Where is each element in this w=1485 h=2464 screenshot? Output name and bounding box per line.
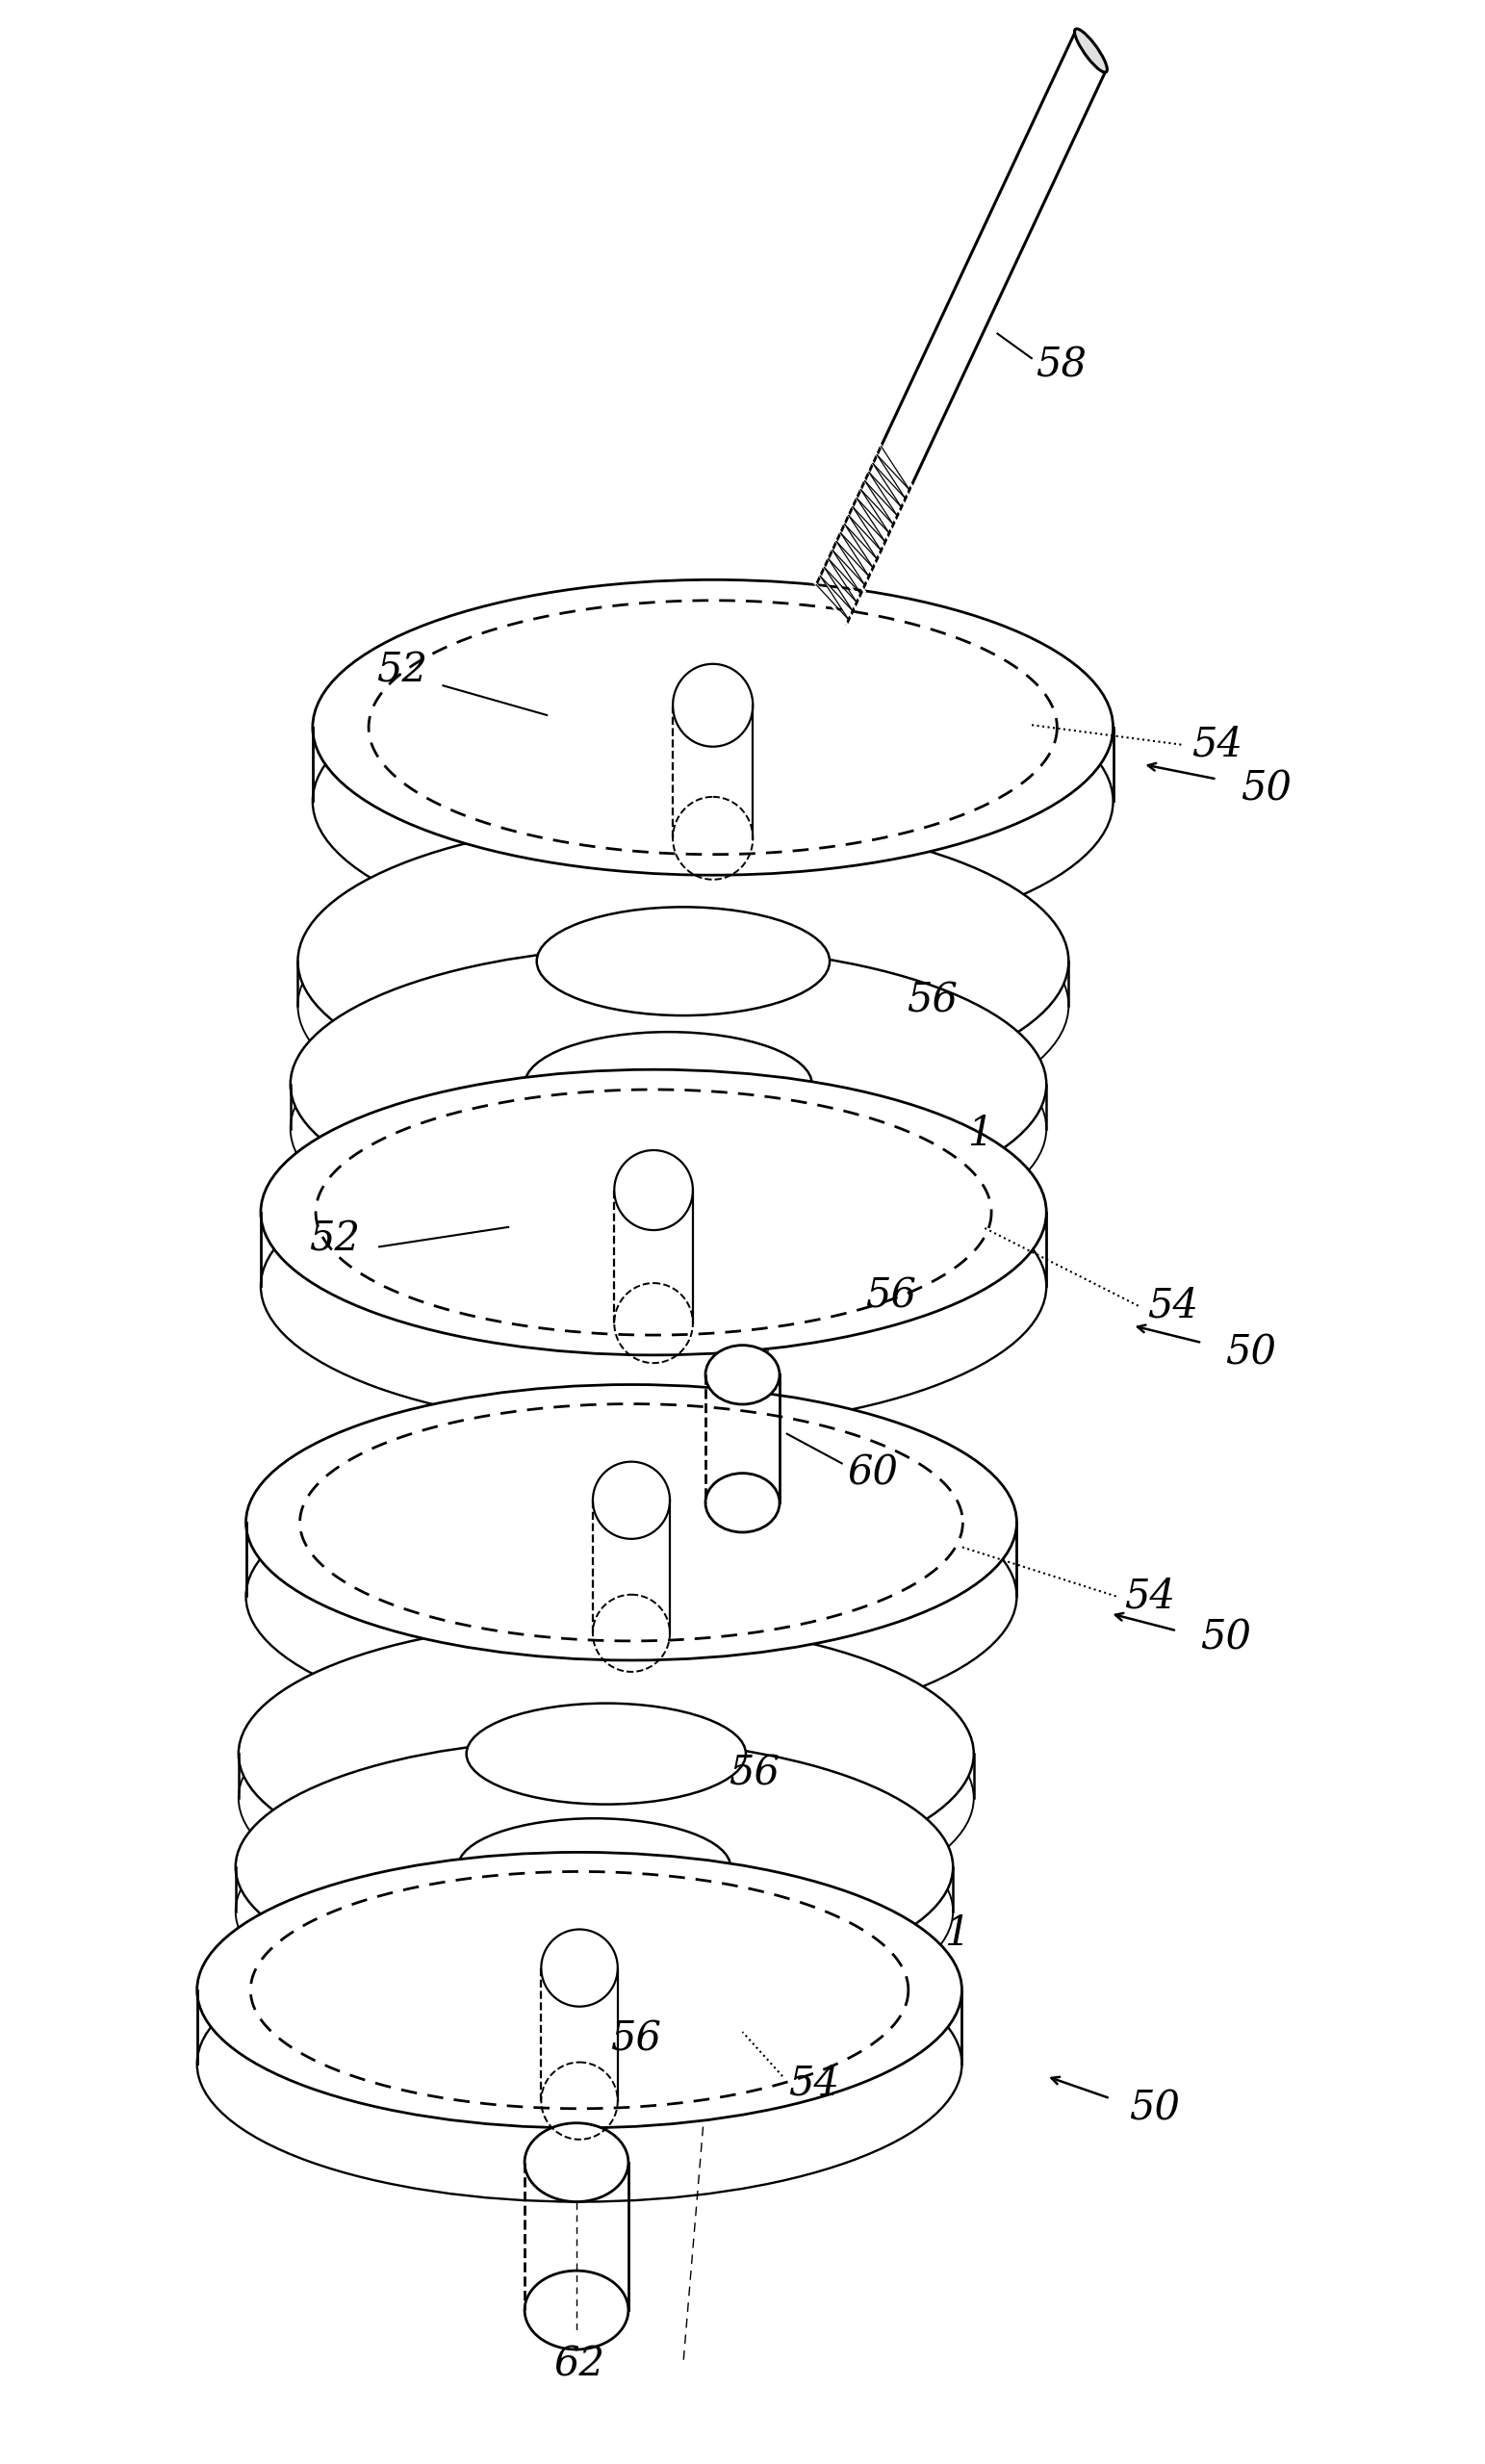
Ellipse shape (291, 946, 1047, 1222)
Text: 1: 1 (944, 1912, 970, 1954)
Ellipse shape (673, 663, 753, 747)
Text: 60: 60 (848, 1454, 898, 1493)
Ellipse shape (524, 1032, 812, 1136)
Text: 50: 50 (1225, 1333, 1277, 1372)
Ellipse shape (313, 579, 1114, 875)
Ellipse shape (541, 1929, 618, 2006)
Ellipse shape (236, 1740, 953, 1996)
Text: 54: 54 (1191, 724, 1243, 764)
Text: 56: 56 (866, 1276, 916, 1316)
Text: 50: 50 (1200, 1619, 1252, 1658)
Ellipse shape (615, 1151, 693, 1230)
Text: 56: 56 (729, 1754, 780, 1794)
Ellipse shape (705, 1345, 780, 1404)
Text: 56: 56 (610, 2018, 661, 2060)
Text: 54: 54 (789, 2062, 839, 2104)
Ellipse shape (536, 907, 830, 1015)
Text: 52: 52 (376, 650, 428, 690)
Text: 58: 58 (1035, 345, 1087, 387)
Text: 50: 50 (1240, 769, 1292, 808)
Ellipse shape (198, 1853, 962, 2129)
Text: 54: 54 (1124, 1577, 1176, 1616)
Ellipse shape (457, 1818, 731, 1915)
Ellipse shape (247, 1385, 1017, 1661)
Ellipse shape (261, 1069, 1047, 1355)
Ellipse shape (1075, 30, 1108, 71)
Text: 56: 56 (907, 981, 958, 1020)
Text: 62: 62 (554, 2343, 604, 2385)
Text: 54: 54 (1146, 1286, 1198, 1326)
Text: 52: 52 (309, 1220, 361, 1259)
Ellipse shape (239, 1621, 974, 1887)
Ellipse shape (593, 1461, 670, 1540)
Ellipse shape (298, 818, 1069, 1104)
Text: 1: 1 (967, 1114, 992, 1153)
Ellipse shape (524, 2124, 628, 2203)
Text: 50: 50 (1129, 2087, 1181, 2129)
Ellipse shape (466, 1703, 745, 1804)
